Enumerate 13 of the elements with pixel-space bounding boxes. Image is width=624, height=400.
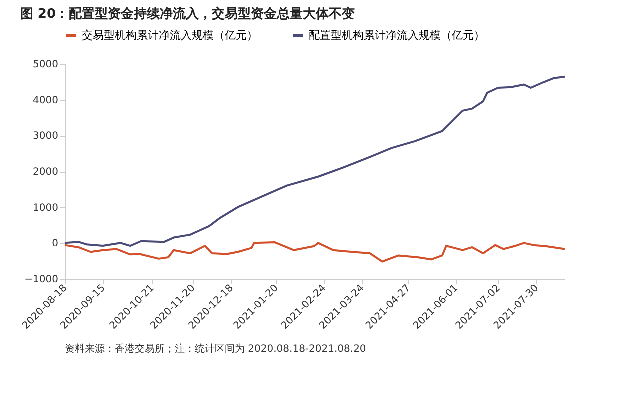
y-tick-label: 3000 bbox=[33, 131, 58, 142]
legend-label: 配置型机构累计净流入规模（亿元） bbox=[309, 28, 485, 42]
y-tick-label: 1000 bbox=[33, 202, 58, 214]
y-tick-label: −1000 bbox=[24, 274, 58, 286]
legend-label: 交易型机构累计净流入规模（亿元） bbox=[82, 28, 258, 42]
line-series bbox=[64, 241, 566, 263]
y-tick-label: 4000 bbox=[33, 95, 58, 106]
y-tick-label: 5000 bbox=[33, 60, 58, 70]
y-tick-label: 0 bbox=[52, 238, 58, 250]
y-tick-label: 2000 bbox=[33, 167, 58, 178]
line-series bbox=[64, 76, 566, 248]
text: 资料来源：香港交易所；注：统计区间为 2020.08.18-2021.08.20 bbox=[65, 343, 366, 355]
chart-title: 图 20：配置型资金持续净流入，交易型资金总量大体不变 bbox=[20, 6, 355, 22]
